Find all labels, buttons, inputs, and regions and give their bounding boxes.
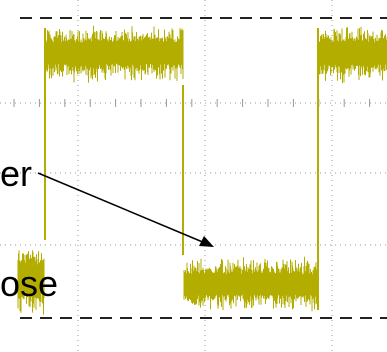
arrow-line (38, 173, 205, 243)
scope-display (0, 0, 387, 352)
label-upper: er (0, 156, 32, 192)
label-lower: ose (0, 266, 58, 302)
scope-screenshot: er ose (0, 0, 387, 352)
grid-ticks (14, 99, 370, 107)
arrow (38, 173, 214, 247)
arrow-head (199, 236, 214, 247)
